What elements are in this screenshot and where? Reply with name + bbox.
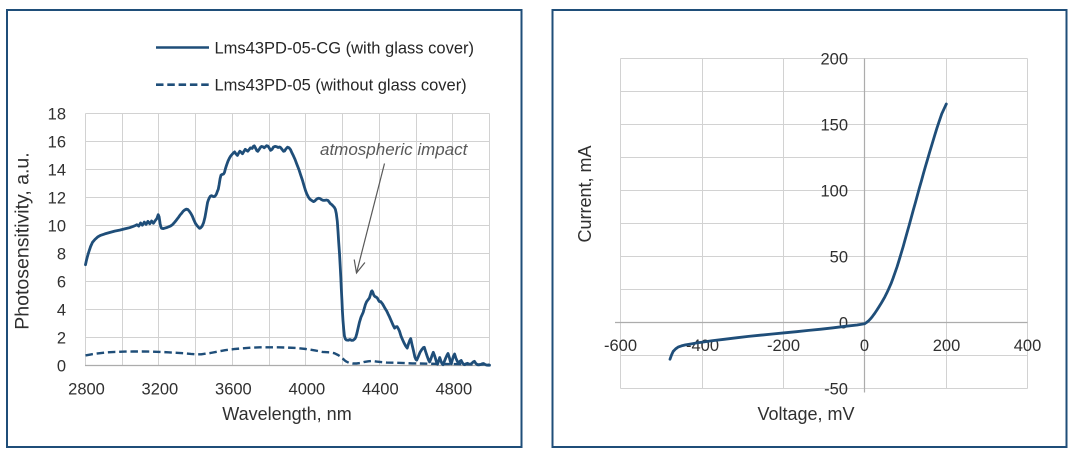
svg-text:100: 100 bbox=[820, 182, 848, 200]
svg-text:12: 12 bbox=[48, 189, 66, 207]
svg-text:Lms43PD-05-CG (with glass cove: Lms43PD-05-CG (with glass cover) bbox=[215, 40, 475, 58]
svg-text:-50: -50 bbox=[824, 380, 848, 398]
svg-text:8: 8 bbox=[57, 245, 66, 263]
svg-text:-600: -600 bbox=[604, 337, 637, 355]
svg-text:Wavelength, nm: Wavelength, nm bbox=[222, 404, 351, 424]
svg-text:4000: 4000 bbox=[289, 381, 326, 399]
svg-text:-200: -200 bbox=[767, 337, 800, 355]
svg-text:18: 18 bbox=[48, 105, 66, 123]
svg-text:Voltage, mV: Voltage, mV bbox=[757, 404, 854, 424]
svg-text:400: 400 bbox=[1014, 337, 1042, 355]
svg-text:50: 50 bbox=[830, 248, 848, 266]
svg-text:150: 150 bbox=[820, 116, 848, 134]
svg-text:3600: 3600 bbox=[215, 381, 252, 399]
svg-text:2800: 2800 bbox=[68, 381, 105, 399]
svg-text:2: 2 bbox=[57, 329, 66, 347]
svg-text:Photosensitivity, a.u.: Photosensitivity, a.u. bbox=[12, 152, 34, 329]
svg-text:4400: 4400 bbox=[362, 381, 399, 399]
svg-text:0: 0 bbox=[57, 357, 66, 375]
svg-text:16: 16 bbox=[48, 133, 66, 151]
svg-text:200: 200 bbox=[820, 50, 848, 68]
svg-text:14: 14 bbox=[48, 161, 66, 179]
svg-text:3200: 3200 bbox=[142, 381, 179, 399]
svg-text:200: 200 bbox=[933, 337, 961, 355]
svg-text:0: 0 bbox=[839, 314, 848, 332]
svg-text:atmospheric impact: atmospheric impact bbox=[320, 140, 469, 159]
svg-text:4800: 4800 bbox=[435, 381, 472, 399]
svg-text:4: 4 bbox=[57, 301, 66, 319]
svg-text:Lms43PD-05 (without glass cove: Lms43PD-05 (without glass cover) bbox=[215, 77, 467, 95]
svg-text:0: 0 bbox=[860, 337, 869, 355]
svg-text:10: 10 bbox=[48, 217, 66, 235]
svg-text:Current, mA: Current, mA bbox=[575, 145, 595, 242]
svg-text:6: 6 bbox=[57, 273, 66, 291]
